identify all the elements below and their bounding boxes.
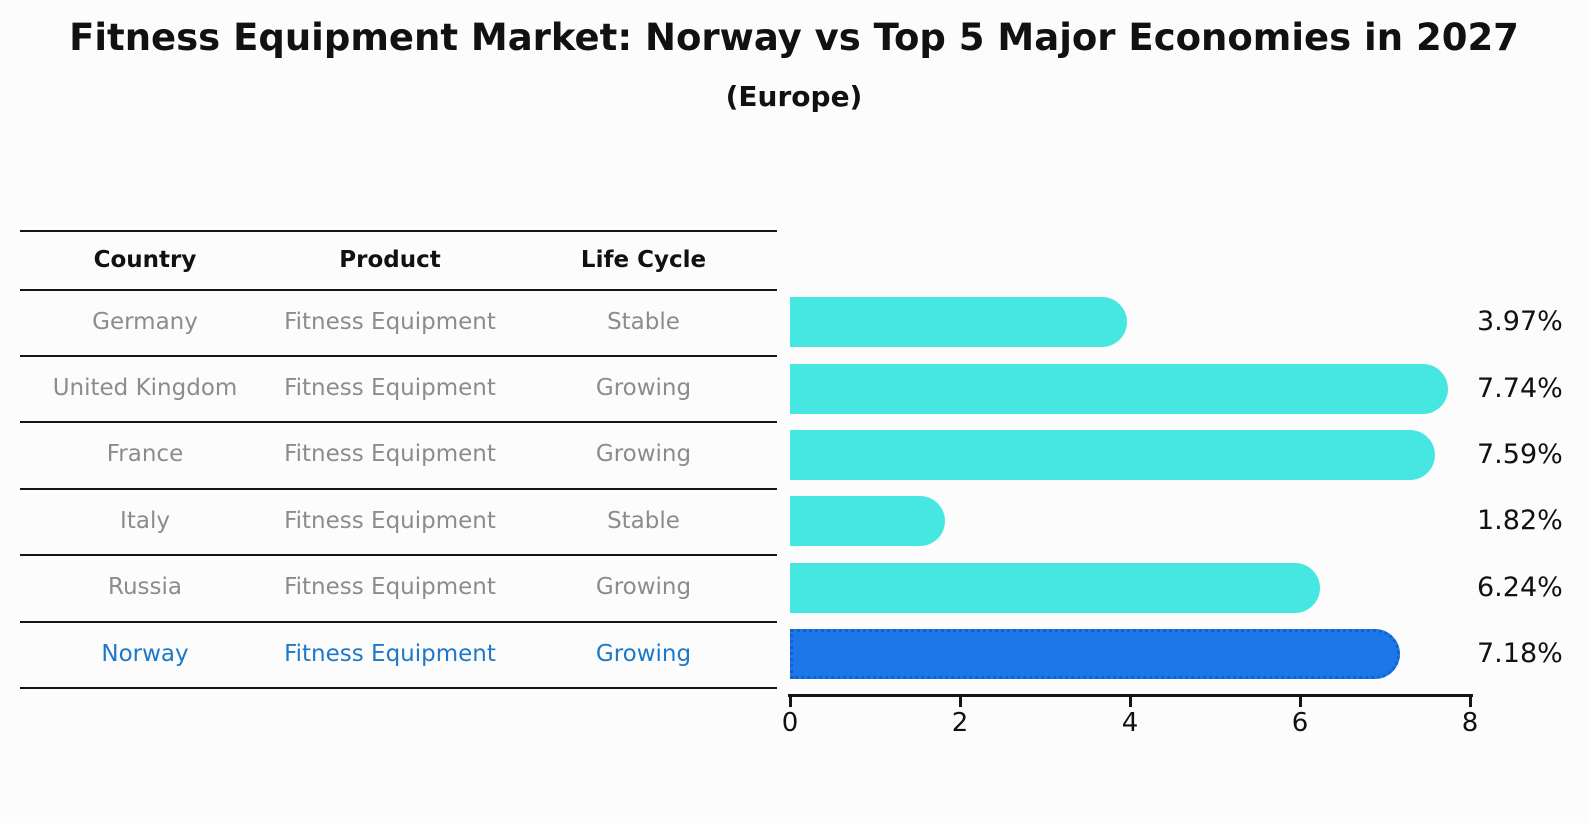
x-tick <box>1298 694 1302 707</box>
chart-title: Fitness Equipment Market: Norway vs Top … <box>69 16 1519 59</box>
cell-life-cycle: Growing <box>595 375 692 401</box>
table-row-rule <box>20 621 777 623</box>
cell-country: Germany <box>92 309 198 335</box>
bar-united-kingdom <box>790 363 1448 414</box>
x-tick-label: 2 <box>951 708 969 738</box>
table-row-rule <box>20 488 777 490</box>
bar-italy <box>790 496 945 547</box>
cell-product: Fitness Equipment <box>284 375 496 401</box>
table-header-rule <box>20 289 777 291</box>
cell-life-cycle: Stable <box>607 309 680 335</box>
cell-life-cycle: Growing <box>595 574 692 600</box>
cell-product: Fitness Equipment <box>284 508 496 534</box>
x-tick-label: 6 <box>1291 708 1309 738</box>
cell-product: Fitness Equipment <box>284 441 496 467</box>
cell-life-cycle: Growing <box>595 641 692 667</box>
cell-country: Italy <box>120 508 170 534</box>
cell-country: Norway <box>101 641 189 667</box>
cell-product: Fitness Equipment <box>284 309 496 335</box>
cell-country: Russia <box>108 574 182 600</box>
cell-life-cycle: Growing <box>595 441 692 467</box>
table-row-rule <box>20 421 777 423</box>
value-label: 7.59% <box>1477 439 1563 470</box>
chart-subtitle: (Europe) <box>725 80 863 113</box>
table-row-rule <box>20 554 777 556</box>
header-life-cycle: Life Cycle <box>580 246 707 273</box>
table-row-italy: Italy Fitness Equipment Stable <box>20 488 777 554</box>
table-row-russia: Russia Fitness Equipment Growing <box>20 554 777 620</box>
table-row-france: France Fitness Equipment Growing <box>20 421 777 487</box>
table-row-rule <box>20 355 777 357</box>
table-header-row: Country Product Life Cycle <box>20 230 777 289</box>
bar-france <box>790 430 1436 480</box>
bar-russia <box>790 562 1321 613</box>
value-label: 3.97% <box>1477 306 1563 338</box>
table-top-rule <box>20 230 777 232</box>
table-row-norway: Norway Fitness Equipment Growing <box>20 621 777 687</box>
x-tick <box>788 694 792 707</box>
table-row-united-kingdom: United Kingdom Fitness Equipment Growing <box>20 355 777 421</box>
bar-germany <box>790 297 1128 348</box>
cell-country: United Kingdom <box>52 375 238 401</box>
x-tick-label: 4 <box>1121 708 1139 738</box>
table-row-germany: Germany Fitness Equipment Stable <box>20 289 777 355</box>
x-tick-label: 8 <box>1461 708 1479 738</box>
header-product: Product <box>339 246 441 273</box>
value-label: 7.74% <box>1477 372 1563 404</box>
cell-product: Fitness Equipment <box>284 641 496 667</box>
table-bottom-rule <box>20 687 777 689</box>
value-label: 7.18% <box>1477 638 1563 670</box>
value-label: 1.82% <box>1477 505 1563 537</box>
cell-life-cycle: Stable <box>607 508 680 534</box>
cell-product: Fitness Equipment <box>284 574 496 600</box>
cell-country: France <box>106 441 184 467</box>
bar-norway <box>790 629 1401 680</box>
header-country: Country <box>93 246 197 273</box>
x-tick <box>1468 694 1472 707</box>
value-label: 6.24% <box>1477 571 1563 603</box>
x-tick <box>1128 694 1132 707</box>
x-tick-label: 0 <box>781 708 799 738</box>
x-tick <box>958 694 962 707</box>
